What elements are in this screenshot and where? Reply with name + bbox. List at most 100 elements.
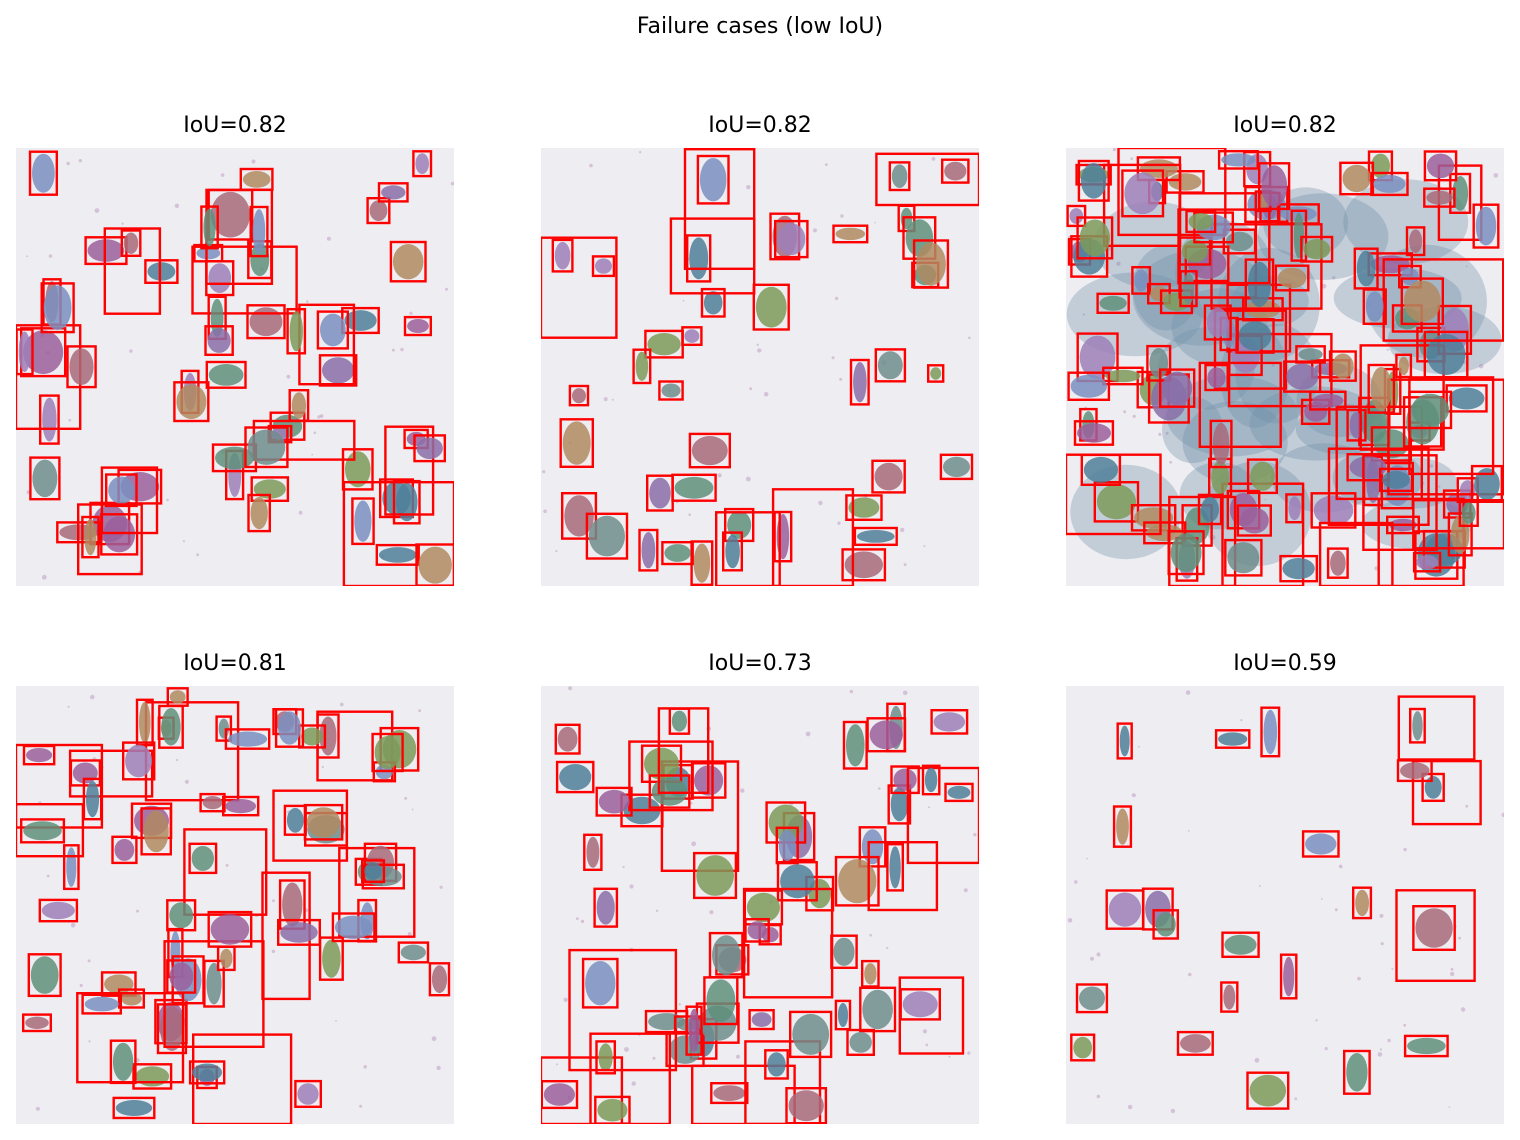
bounding-box [38,898,79,923]
bounding-box [1158,368,1196,408]
figure-title: Failure cases (low IoU) [636,14,884,39]
cell-mask [1475,206,1497,246]
cell-mask [66,847,77,887]
bounding-box [188,1060,226,1085]
cell-mask [286,807,304,833]
cell-mask [1201,496,1219,523]
bounding-box [1309,390,1347,411]
bounding-box [294,1079,322,1109]
bounding-box [834,999,852,1031]
bounding-box [1367,363,1396,414]
cell-mask [1415,908,1453,948]
bounding-box [1246,1071,1290,1110]
cell-mask [225,799,257,814]
stain-speck [1068,235,1071,239]
cell-mask [196,247,221,260]
bounding-box [1279,953,1298,1000]
bounding-box [1177,208,1271,285]
cell-mask [41,901,75,920]
cell-mask [1448,387,1485,410]
cell-mask [306,807,341,838]
stain-speck [678,1003,681,1006]
cell-mask [301,727,323,746]
cell-mask [208,364,244,386]
panel-image [541,686,979,1124]
stain-speck [35,1106,40,1111]
stain-speck [1170,1108,1176,1114]
cell-mask [598,1043,613,1072]
panel-image [16,686,454,1124]
bounding-box [81,515,100,559]
cell-mask [400,944,426,961]
cell-mask [641,532,656,569]
bounding-box [19,818,66,844]
cell-mask [334,915,373,939]
cell-mask [280,922,318,943]
cell-mask [856,530,895,543]
bounding-box [1449,172,1472,214]
bounding-box [1274,264,1310,292]
bounding-box [773,510,793,563]
cell-mask [392,244,424,280]
bounding-box [1224,538,1263,577]
stain-speck [973,833,977,837]
stain-speck [67,705,70,708]
cell-mask [689,237,709,280]
bounding-box [1343,1049,1371,1095]
bounding-box [841,548,887,582]
cell-mask [833,937,855,966]
cell-mask [1224,934,1257,955]
cell-mask [1283,956,1295,997]
cell-mask [203,208,216,247]
cell-mask [1079,219,1111,257]
bounding-box [1209,419,1233,469]
stain-speck [1403,1023,1407,1027]
bounding-box [595,786,633,817]
cell-mask [1261,165,1288,207]
bounding-box [1236,504,1272,537]
cell-mask [206,962,222,1005]
bounding-box [1116,722,1133,760]
bounding-box [207,910,253,948]
bounding-box [81,993,122,1015]
cell-mask [688,1008,700,1053]
stain-speck [1188,972,1192,977]
cell-mask [586,836,600,868]
cell-mask [853,362,867,403]
bounding-box [1102,366,1144,386]
stain-speck [41,574,47,580]
stain-speck [925,1043,929,1047]
bounding-box [861,959,880,988]
bounding-box [1279,554,1318,583]
bounding-box [1318,521,1394,586]
cell-mask [72,762,98,784]
stain-speck [1379,913,1384,918]
stain-speck [1165,431,1169,435]
bounding-box [173,381,210,423]
cell-mask [208,263,232,293]
stain-speck [968,336,971,340]
stain-speck [1450,967,1454,971]
stain-speck [196,553,200,557]
cell-mask [415,153,430,174]
cell-mask [902,991,938,1018]
stain-speck [688,513,691,516]
stain-speck [622,865,625,869]
cell-mask [202,796,223,810]
cell-mask [161,708,181,746]
bounding-box [742,887,834,999]
bounding-box [1421,772,1445,802]
cell-mask [1332,353,1354,379]
stain-speck [1387,1038,1391,1043]
cell-mask [84,519,97,556]
bounding-box [1310,492,1357,529]
cell-mask [191,845,214,871]
cell-mask [712,935,741,976]
stain-speck [400,347,404,352]
bounding-box [158,704,184,749]
cell-mask [792,1013,830,1055]
cell-mask [1077,423,1111,443]
stain-speck [576,917,579,921]
panel-title: IoU=0.82 [1233,113,1337,138]
stain-speck [70,922,76,928]
